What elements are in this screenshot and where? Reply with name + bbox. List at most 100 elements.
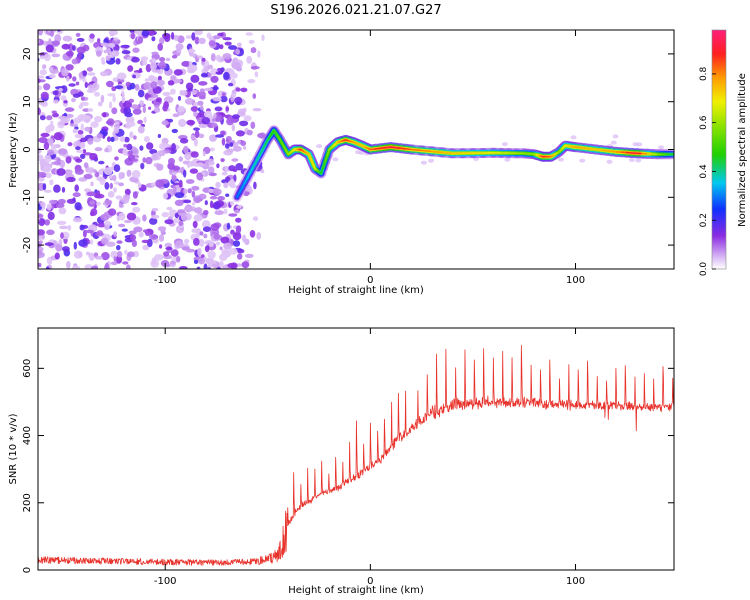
noise-speckle bbox=[261, 34, 265, 41]
noise-speckle bbox=[90, 121, 99, 128]
noise-speckle bbox=[126, 143, 133, 151]
noise-speckle bbox=[44, 242, 54, 246]
noise-speckle bbox=[38, 147, 42, 154]
noise-speckle bbox=[55, 243, 63, 252]
noise-speckle bbox=[111, 107, 118, 115]
noise-speckle bbox=[235, 225, 242, 234]
noise-speckle bbox=[86, 191, 97, 197]
noise-speckle bbox=[38, 39, 40, 44]
noise-speckle bbox=[128, 98, 135, 103]
noise-speckle bbox=[170, 88, 176, 95]
noise-speckle bbox=[219, 260, 224, 269]
noise-speckle bbox=[172, 50, 177, 55]
noise-speckle bbox=[61, 43, 71, 50]
noise-speckle bbox=[105, 120, 113, 125]
noise-speckle bbox=[193, 138, 198, 147]
noise-speckle bbox=[29, 153, 33, 161]
colorbar-label: Normalized spectral amplitude bbox=[737, 73, 748, 227]
noise-speckle bbox=[54, 34, 62, 43]
noise-speckle bbox=[115, 255, 123, 264]
noise-speckle bbox=[198, 123, 208, 128]
noise-speckle bbox=[231, 158, 239, 162]
noise-speckle bbox=[87, 72, 96, 76]
noise-speckle bbox=[75, 81, 80, 86]
noise-speckle bbox=[222, 53, 232, 60]
noise-speckle bbox=[106, 136, 112, 142]
noise-speckle bbox=[243, 115, 252, 122]
noise-speckle bbox=[121, 228, 128, 232]
noise-speckle bbox=[94, 91, 100, 97]
noise-speckle bbox=[82, 78, 87, 83]
noise-speckle bbox=[72, 76, 77, 82]
ridge-segment bbox=[326, 148, 331, 157]
noise-speckle bbox=[53, 184, 61, 193]
ridge-segment bbox=[379, 146, 387, 150]
noise-speckle bbox=[169, 260, 176, 265]
noise-speckle bbox=[229, 142, 234, 148]
noise-speckle bbox=[234, 209, 240, 214]
noise-speckle bbox=[33, 150, 36, 158]
noise-speckle bbox=[86, 67, 93, 72]
noise-speckle bbox=[187, 87, 193, 92]
noise-speckle bbox=[72, 45, 76, 51]
noise-speckle bbox=[228, 82, 234, 87]
noise-speckle bbox=[60, 85, 68, 94]
noise-speckle bbox=[56, 168, 66, 176]
spectrogram-xlabel: Height of straight line (km) bbox=[288, 285, 424, 296]
noise-speckle bbox=[579, 158, 586, 163]
noise-speckle bbox=[206, 72, 212, 78]
noise-speckle bbox=[147, 97, 156, 102]
noise-speckle bbox=[48, 74, 56, 79]
noise-speckle bbox=[171, 128, 178, 134]
noise-speckle bbox=[225, 106, 230, 112]
noise-speckle bbox=[34, 194, 38, 200]
noise-speckle bbox=[100, 71, 108, 77]
noise-speckle bbox=[142, 214, 147, 222]
noise-speckle bbox=[47, 211, 55, 221]
noise-speckle bbox=[155, 179, 165, 188]
noise-speckle bbox=[59, 159, 66, 169]
noise-speckle bbox=[49, 199, 58, 205]
noise-speckle bbox=[134, 30, 144, 35]
noise-speckle bbox=[71, 97, 76, 103]
noise-speckle bbox=[196, 162, 204, 168]
noise-speckle bbox=[118, 212, 126, 221]
noise-speckle bbox=[112, 174, 117, 182]
noise-speckle bbox=[252, 108, 262, 112]
noise-speckle bbox=[165, 57, 171, 62]
noise-speckle bbox=[250, 47, 257, 54]
noise-speckle bbox=[137, 182, 142, 189]
noise-speckle bbox=[223, 71, 230, 80]
noise-speckle bbox=[223, 242, 232, 250]
noise-speckle bbox=[171, 54, 178, 59]
noise-speckle bbox=[109, 182, 114, 189]
noise-speckle bbox=[132, 47, 140, 53]
ridge-segment bbox=[243, 177, 249, 184]
colorbar: 0.0 0.2 0.4 0.6 0.8 Normalized spectral ampl… bbox=[699, 29, 748, 276]
ridge-segment bbox=[574, 146, 582, 149]
noise-speckle bbox=[132, 74, 137, 79]
noise-speckle bbox=[137, 119, 144, 125]
noise-speckle bbox=[87, 138, 94, 145]
noise-speckle bbox=[241, 261, 250, 269]
noise-speckle bbox=[127, 65, 134, 72]
noise-speckle bbox=[39, 115, 46, 121]
noise-speckle bbox=[228, 213, 238, 217]
noise-speckle bbox=[143, 116, 147, 124]
noise-speckle bbox=[107, 93, 116, 97]
noise-speckle bbox=[191, 32, 196, 41]
noise-speckle bbox=[171, 32, 175, 40]
noise-speckle bbox=[139, 100, 145, 107]
noise-speckle bbox=[224, 143, 230, 149]
noise-speckle bbox=[220, 95, 228, 103]
noise-speckle bbox=[558, 157, 564, 162]
noise-speckle bbox=[198, 81, 208, 86]
noise-speckle bbox=[80, 137, 87, 143]
colorbar-tick-label: 0.8 bbox=[699, 66, 709, 81]
y-tick-label: 200 bbox=[22, 493, 33, 512]
noise-speckle bbox=[167, 80, 175, 86]
noise-speckle bbox=[172, 113, 180, 118]
noise-speckle bbox=[114, 156, 119, 161]
noise-speckle bbox=[84, 229, 94, 234]
noise-speckle bbox=[120, 197, 130, 204]
